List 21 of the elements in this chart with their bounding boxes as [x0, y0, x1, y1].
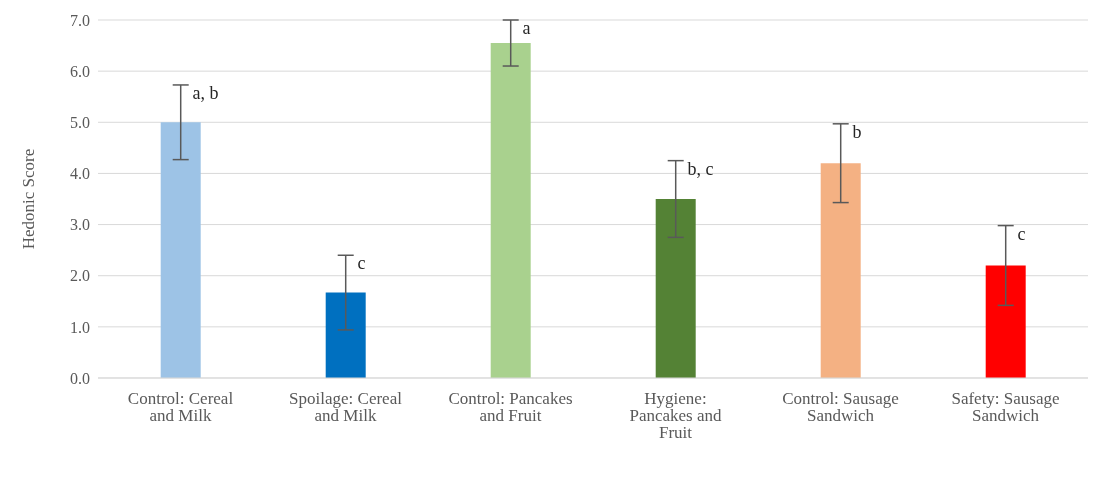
y-tick-label: 3.0: [70, 216, 90, 234]
y-tick-label: 7.0: [70, 11, 90, 29]
y-tick-label: 4.0: [70, 165, 90, 183]
annotation: b, c: [687, 158, 714, 179]
x-tick-label: Control: Pancakes and Fruit: [448, 389, 573, 426]
y-tick-label: 2.0: [70, 267, 90, 285]
x-tick-label: Control: Cereal and Milk: [127, 389, 234, 426]
x-tick-label: Safety: Sausage Sandwich: [951, 389, 1060, 426]
annotation: b: [852, 121, 862, 142]
y-tick-label: 5.0: [70, 113, 90, 131]
annotation: c: [1017, 223, 1026, 244]
x-tick-label: Hygiene: Pancakes and Fruit: [629, 389, 723, 443]
y-tick-label: 1.0: [70, 318, 90, 336]
annotation: a: [522, 18, 531, 38]
y-tick-label: 0.0: [70, 369, 90, 387]
annotation: c: [357, 253, 366, 274]
x-tick-label: Control: Sausage Sandwich: [782, 389, 899, 426]
x-tick-label: Spoilage: Cereal and Milk: [289, 389, 403, 426]
annotation: a, b: [192, 82, 219, 103]
y-axis-title: Hedonic Score: [19, 148, 39, 250]
y-tick-label: 6.0: [70, 62, 90, 80]
